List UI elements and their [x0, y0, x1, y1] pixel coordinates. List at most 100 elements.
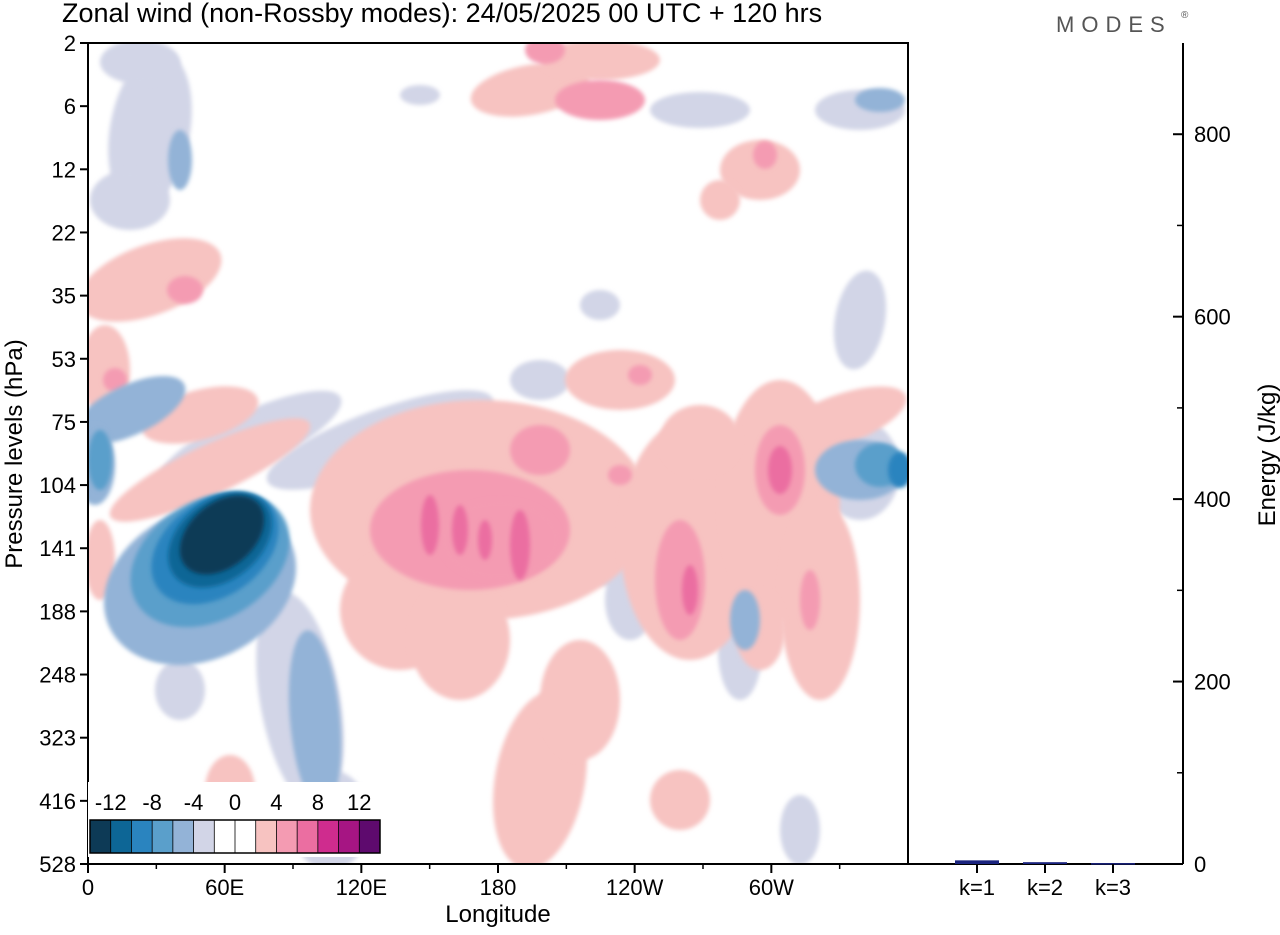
- colorbar-frame: [89, 819, 381, 854]
- pressure-tick-label: 416: [39, 789, 76, 814]
- negative-wind-area: [90, 170, 170, 230]
- negative-wind-area: [400, 85, 440, 105]
- negative-wind-area: [288, 630, 342, 810]
- colorbar-swatch: [172, 820, 195, 853]
- colorbar-swatch: [317, 820, 340, 853]
- colorbar-swatch: [235, 820, 257, 853]
- pressure-tick-label: 104: [39, 473, 76, 498]
- strong-positive-wind-core: [510, 510, 530, 580]
- colorbar-swatch: [131, 820, 153, 853]
- longitude-tick-label: 60W: [749, 875, 794, 900]
- energy-category-label: k=2: [1027, 875, 1063, 900]
- brand-logo: MODES: [1056, 12, 1172, 37]
- positive-wind-core: [753, 141, 777, 169]
- energy-tick-label: 800: [1194, 122, 1231, 147]
- colorbar-swatch: [90, 820, 112, 853]
- negative-wind-area: [580, 290, 620, 320]
- energy-bar: [1023, 862, 1067, 864]
- energy-axis-label: Energy (J/kg): [1254, 384, 1280, 527]
- energy-tick-label: 600: [1194, 305, 1231, 330]
- positive-wind-core: [800, 570, 820, 630]
- energy-ticks: 0 200 400 600 800: [1173, 122, 1231, 877]
- strongest-negative-wind-core: [179, 495, 265, 575]
- strong-positive-wind-core: [421, 495, 439, 555]
- energy-tick-label: 200: [1194, 670, 1231, 695]
- positive-wind-core: [510, 425, 570, 475]
- pressure-tick-label: 141: [39, 536, 76, 561]
- pressure-tick-label: 6: [64, 94, 76, 119]
- positive-wind-core: [167, 276, 203, 304]
- colorbar-swatch: [255, 820, 277, 853]
- chart-title: Zonal wind (non-Rossby modes): 24/05/202…: [62, 0, 822, 28]
- colorbar: -12 -8 -4 0 4 8 12: [88, 782, 382, 857]
- negative-wind-area: [510, 360, 570, 400]
- energy-bar: [955, 860, 999, 864]
- colorbar-swatch: [338, 820, 360, 853]
- positive-wind-area: [540, 43, 660, 80]
- energy-bars: k=1 k=2 k=3: [955, 860, 1135, 900]
- brand-registered-mark: ®: [1181, 10, 1189, 21]
- positive-wind-core: [440, 500, 560, 580]
- pressure-tick-label: 528: [39, 852, 76, 877]
- colorbar-label: 12: [347, 790, 371, 815]
- colorbar-swatch: [152, 820, 174, 853]
- positive-wind-core: [525, 43, 565, 64]
- positive-wind-area: [650, 770, 710, 830]
- negative-wind-area: [855, 88, 905, 112]
- colorbar-label: 8: [312, 790, 324, 815]
- colorbar-swatch: [214, 820, 236, 853]
- strong-positive-wind-core: [768, 446, 792, 494]
- colorbar-swatch: [193, 820, 215, 853]
- negative-wind-area: [168, 130, 192, 190]
- positive-wind-core: [628, 365, 652, 385]
- strong-positive-wind-core: [452, 505, 468, 555]
- positive-wind-area: [410, 580, 510, 700]
- positive-wind-area: [109, 418, 311, 522]
- pressure-tick-label: 248: [39, 663, 76, 688]
- energy-tick-label: 0: [1194, 852, 1206, 877]
- colorbar-label: -12: [95, 790, 127, 815]
- x-axis-label: Longitude: [445, 901, 550, 928]
- positive-wind-core: [555, 80, 645, 120]
- positive-wind-core: [655, 520, 705, 640]
- strong-positive-wind-core: [478, 520, 492, 560]
- longitude-axis: 0 60E 120E 180 120W 60W: [82, 864, 841, 900]
- negative-wind-area: [650, 92, 750, 128]
- positive-wind-area: [773, 386, 907, 454]
- strong-positive-wind-core: [682, 565, 698, 615]
- negative-wind-area: [833, 270, 887, 370]
- negative-wind-core: [88, 430, 112, 490]
- energy-category-label: k=1: [959, 875, 995, 900]
- heatmap-panel: [87, 42, 909, 865]
- wind-contours: [88, 43, 908, 864]
- colorbar-swatch: [110, 820, 132, 853]
- positive-wind-core: [103, 368, 127, 392]
- colorbar-label: -4: [184, 790, 204, 815]
- pressure-tick-label: 35: [52, 284, 76, 309]
- colorbar-swatch: [276, 820, 298, 853]
- longitude-tick-label: 0: [82, 875, 94, 900]
- pressure-axis: 2 6 12 22 35 53 75 104 141 188 248 323 416 528: [39, 31, 88, 877]
- y-axis-label: Pressure levels (hPa): [1, 339, 28, 568]
- energy-category-label: k=3: [1095, 875, 1131, 900]
- pressure-tick-label: 53: [52, 347, 76, 372]
- longitude-tick-label: 60E: [205, 875, 244, 900]
- positive-wind-area: [565, 350, 675, 410]
- colorbar-label: 4: [270, 790, 282, 815]
- longitude-tick-label: 180: [480, 875, 517, 900]
- pressure-tick-label: 12: [52, 157, 76, 182]
- negative-wind-area: [730, 590, 760, 650]
- negative-wind-area: [780, 795, 820, 864]
- energy-bar: [1091, 863, 1135, 865]
- negative-wind-area: [88, 375, 186, 445]
- pressure-tick-label: 323: [39, 726, 76, 751]
- longitude-tick-label: 120W: [606, 875, 664, 900]
- pressure-tick-label: 188: [39, 599, 76, 624]
- negative-wind-area: [155, 660, 205, 720]
- colorbar-swatch: [297, 820, 319, 853]
- positive-wind-area: [700, 180, 740, 220]
- positive-wind-area: [720, 140, 800, 200]
- negative-wind-core: [888, 452, 908, 488]
